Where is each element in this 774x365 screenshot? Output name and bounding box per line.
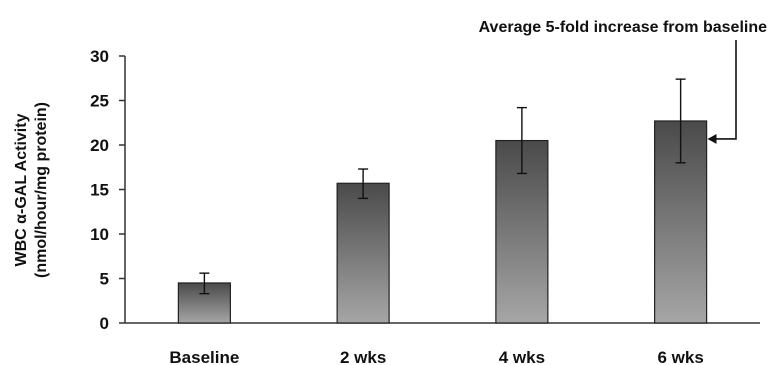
y-tick-label: 10 <box>90 225 109 244</box>
y-tick-label: 0 <box>100 314 109 333</box>
x-tick-label: 2 wks <box>340 348 386 365</box>
x-tick-label: Baseline <box>169 348 239 365</box>
error-bar <box>516 106 527 175</box>
y-tick-label: 20 <box>90 136 109 155</box>
y-tick-label: 25 <box>90 92 109 111</box>
x-tick-label: 4 wks <box>499 348 545 365</box>
y-axis-label-line2: (nmol/hour/mg protein) <box>33 102 50 278</box>
bar <box>336 182 390 324</box>
error-bar <box>199 272 210 295</box>
y-axis-label-line1: WBC α-GAL Activity <box>13 113 30 266</box>
x-tick-label: 6 wks <box>657 348 703 365</box>
y-axis-label: WBC α-GAL Activity (nmol/hour/mg protein… <box>13 102 50 278</box>
annotation-arrow <box>707 40 737 144</box>
error-bar <box>675 78 686 164</box>
y-tick-label: 30 <box>90 47 109 66</box>
x-tick-labels: Baseline 2 wks 4 wks 6 wks <box>169 348 703 365</box>
y-tick-label: 5 <box>100 270 109 289</box>
error-bars <box>199 78 686 295</box>
annotation: Average 5-fold increase from baseline <box>479 19 768 144</box>
bars <box>177 120 708 324</box>
y-ticks: 0 5 10 15 20 25 30 <box>90 47 125 333</box>
error-bar <box>358 168 369 200</box>
annotation-text: Average 5-fold increase from baseline <box>479 19 768 36</box>
y-tick-label: 15 <box>90 181 109 200</box>
